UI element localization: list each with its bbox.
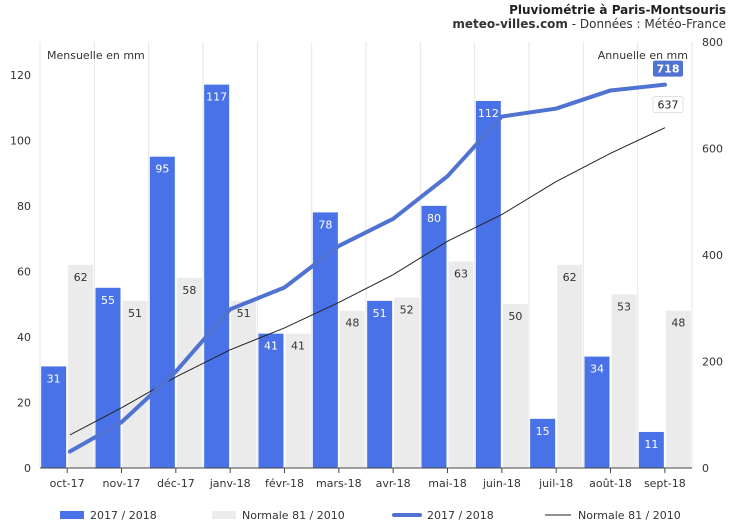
- y-left-tick-label: 80: [17, 200, 31, 213]
- bar-current: [530, 418, 556, 468]
- x-tick-label: sept-18: [644, 477, 686, 490]
- bar-normal-label: 53: [617, 300, 631, 313]
- end-label-normal: 637: [658, 99, 679, 112]
- bar-normal: [176, 277, 202, 468]
- y-right-tick-label: 200: [702, 356, 723, 369]
- bar-current: [204, 84, 230, 468]
- bar-normal-label: 62: [563, 271, 577, 284]
- y-right-tick-label: 400: [702, 249, 723, 262]
- bar-current: [638, 431, 664, 468]
- bar-normal-label: 51: [128, 307, 142, 320]
- bar-current: [95, 287, 121, 468]
- bar-normal-label: 41: [291, 340, 305, 353]
- bar-normal-label: 63: [454, 268, 468, 281]
- legend-label-line-current: 2017 / 2018: [427, 509, 494, 522]
- legend-label-line-normal: Normale 81 / 2010: [578, 509, 681, 522]
- bar-normal-label: 50: [508, 310, 522, 323]
- source-site: meteo-villes.com: [452, 17, 568, 31]
- x-tick-label: nov-17: [103, 477, 141, 490]
- bar-current-label: 15: [536, 425, 550, 438]
- line-current: [67, 82, 667, 454]
- chart-title: Pluviométrie à Paris-Montsouris: [509, 3, 726, 17]
- x-tick-label: août-18: [589, 477, 632, 490]
- lines-layer: [67, 82, 667, 454]
- bar-current-label: 112: [478, 107, 499, 120]
- y-left-tick-label: 60: [17, 265, 31, 278]
- bar-normal-label: 58: [182, 284, 196, 297]
- bar-normal-label: 51: [237, 307, 251, 320]
- end-label-current: 718: [657, 63, 680, 76]
- bar-normal: [502, 304, 528, 468]
- y-right-tick-label: 0: [702, 462, 709, 475]
- x-tick-label: déc-17: [157, 477, 195, 490]
- bar-normal-label: 52: [400, 304, 414, 317]
- x-tick-label: févr-18: [265, 477, 304, 490]
- legend: 2017 / 2018 Normale 81 / 2010 2017 / 201…: [60, 509, 681, 522]
- bar-current-label: 80: [427, 212, 441, 225]
- bar-current-label: 31: [47, 372, 61, 385]
- y-left-tick-label: 0: [24, 462, 31, 475]
- bar-current-label: 117: [206, 91, 227, 104]
- y-left-tick-label: 100: [10, 134, 31, 147]
- bar-normal: [68, 264, 94, 468]
- end-label-normal-box: [652, 96, 684, 114]
- x-tick-label: mai-18: [428, 477, 466, 490]
- bar-normal-label: 48: [345, 317, 359, 330]
- x-tick-label: oct-17: [50, 477, 85, 490]
- bar-current: [475, 100, 501, 468]
- bar-current: [149, 156, 175, 468]
- bar-normal: [394, 297, 420, 468]
- bar-normal: [231, 300, 257, 468]
- end-label-current-box: [653, 60, 683, 77]
- bar-current-label: 51: [373, 307, 387, 320]
- bar-current-label: 95: [155, 163, 169, 176]
- bar-normal-label: 48: [671, 317, 685, 330]
- x-tick-label: juin-18: [482, 477, 521, 490]
- legend-label-bar-current: 2017 / 2018: [90, 509, 157, 522]
- bar-current-label: 34: [590, 363, 604, 376]
- bar-current: [584, 356, 610, 468]
- right-axis-title: Annuelle en mm: [598, 49, 688, 62]
- y-right-tick-label: 600: [702, 143, 723, 156]
- x-tick-label: mars-18: [316, 477, 362, 490]
- bar-current-label: 41: [264, 340, 278, 353]
- bar-current: [367, 300, 393, 468]
- x-tick-label: avr-18: [376, 477, 411, 490]
- bar-current-label: 78: [318, 218, 332, 231]
- bar-current: [41, 366, 67, 468]
- y-left-tick-label: 20: [17, 396, 31, 409]
- y-left-tick-label: 40: [17, 331, 31, 344]
- bar-normal: [665, 310, 691, 468]
- chart-source: meteo-villes.com - Données : Météo-Franc…: [452, 17, 726, 31]
- x-tick-label: juil-18: [538, 477, 573, 490]
- source-provider: - Données : Météo-France: [568, 17, 726, 31]
- bar-normal-label: 62: [74, 271, 88, 284]
- legend-label-bar-normal: Normale 81 / 2010: [242, 509, 345, 522]
- bar-current-label: 11: [644, 438, 658, 451]
- bar-normal: [611, 294, 637, 468]
- labels-layer: 31 62 55 51 95 58 117 51 41 41 78 48 51 52 80 63 112 50 15…: [47, 60, 685, 451]
- bar-current-label: 55: [101, 294, 115, 307]
- axes-layer: 0 20 40 60 80 100 120 0 200 400 600 800 oct-17 nov-17…: [10, 36, 723, 490]
- bar-normal: [285, 333, 311, 468]
- legend-swatch-bar-current: [60, 511, 84, 519]
- bar-current: [258, 333, 284, 468]
- y-left-tick-label: 120: [10, 69, 31, 82]
- grid-layer: [39, 42, 693, 468]
- legend-swatch-bar-normal: [212, 511, 236, 519]
- left-axis-title: Mensuelle en mm: [47, 49, 145, 62]
- bar-current: [421, 205, 447, 468]
- bar-normal: [339, 310, 365, 468]
- bar-normal: [557, 264, 583, 468]
- y-right-tick-label: 800: [702, 36, 723, 49]
- x-tick-label: janv-18: [209, 477, 251, 490]
- bar-normal: [448, 261, 474, 468]
- bar-normal: [122, 300, 148, 468]
